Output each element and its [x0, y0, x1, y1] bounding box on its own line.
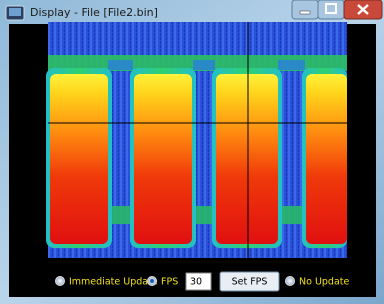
radio-no-update[interactable]	[286, 277, 295, 286]
fps-input-value: 30	[190, 277, 202, 288]
column	[134, 74, 192, 244]
app-icon-screen	[9, 8, 21, 16]
column	[216, 74, 278, 244]
gap	[193, 60, 215, 70]
minimize-button[interactable]	[292, 0, 318, 19]
column	[306, 74, 347, 244]
label-immediate: Immediate Update	[69, 277, 158, 288]
label-fps: FPS	[161, 277, 178, 288]
gap	[108, 60, 133, 70]
gap	[278, 60, 305, 70]
radio-immediate[interactable]	[56, 277, 65, 286]
minimize-icon	[300, 11, 310, 14]
spectrogram	[46, 22, 347, 258]
window-title: Display - File [File2.bin]	[30, 6, 158, 19]
column	[50, 74, 108, 244]
page: Display - File [File2.bin] Immediate Upd…	[0, 0, 384, 304]
radio-fps-dot	[150, 279, 154, 283]
set-fps-label: Set FPS	[232, 277, 268, 288]
label-no-update: No Update	[299, 277, 349, 288]
maximize-button[interactable]	[318, 0, 344, 19]
window: Display - File [File2.bin] Immediate Upd…	[0, 0, 384, 304]
